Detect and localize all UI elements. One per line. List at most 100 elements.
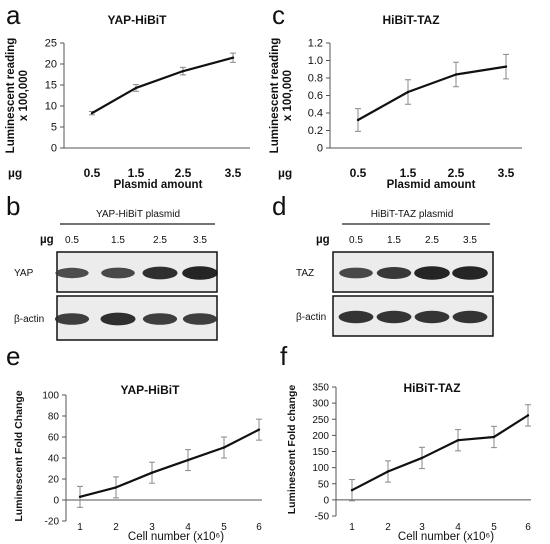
data-point [526,414,530,417]
western-blot-b: YAP-HiBiT plasmid µg 0.5 1.5 2.5 3.5 YAP β-acti… [14,209,218,341]
y-axis-label: Luminescent Fold change [286,385,298,515]
data-point [454,73,458,76]
y-tick-label: 1.2 [308,38,323,50]
x-tick-label: 3.5 [498,166,515,180]
y-tick-label: 0.4 [308,108,323,120]
blot-band [338,310,374,324]
blot-band [339,267,373,279]
blot-lane-label: 3.5 [463,235,477,246]
data-point [134,86,138,90]
panel-letter-d: d [272,191,287,221]
blot-row-label: TAZ [296,268,314,279]
data-point [222,446,226,449]
blot-band [452,266,488,280]
blot-band [376,267,412,279]
y-tick-label: 150 [312,447,329,458]
data-point [231,56,235,59]
x-unit-label: µg [8,166,22,180]
blot-band [414,310,450,324]
blot-lane-label: 0.5 [65,235,79,246]
data-point [420,456,424,460]
blot-row-label: YAP [14,268,34,279]
data-point [78,495,82,499]
blot-band [452,310,488,324]
y-tick-label: -20 [45,517,60,528]
blot-unit-label: µg [40,234,54,246]
x-tick-label: 2 [385,522,391,533]
x-tick-label: 4 [185,522,191,533]
x-tick-label: 1.5 [400,166,417,180]
data-point [150,471,154,474]
x-tick-label: 2.5 [448,166,465,180]
blot-band [55,267,89,279]
y-tick-label: 50 [318,479,330,490]
blot-band [142,313,178,325]
y-axis-label: Luminescent readingx 100,000 [5,38,30,154]
panel-letter-b: b [6,191,21,221]
x-axis-label: Plasmid amount [114,179,203,191]
blot-lane-label: 2.5 [425,235,439,246]
panel-letter-c: c [272,0,285,30]
data-point [386,470,390,473]
chart-title: HiBiT-TAZ [403,381,460,395]
x-tick-label: 4 [455,522,461,533]
y-tick-label: 25 [45,38,57,50]
panel-letter-f: f [280,341,288,371]
y-tick-label: 20 [45,59,57,71]
y-tick-label: 40 [48,454,60,465]
y-tick-label: 350 [312,383,329,394]
blot-lane-label: 1.5 [111,235,125,246]
y-axis-label: Luminescent readingx 100,000 [269,38,294,154]
x-tick-label: 1.5 [128,166,145,180]
y-tick-label: 5 [51,122,57,134]
y-tick-label: 200 [312,431,329,442]
data-point [114,486,118,489]
data-point [181,69,185,73]
y-tick-label: 1.0 [308,55,323,67]
y-tick-label: 100 [42,391,59,402]
data-point [186,458,190,462]
y-tick-label: 300 [312,399,329,410]
blot-band [54,313,90,325]
x-tick-label: 1 [349,522,355,533]
y-tick-label: 0.6 [308,90,323,102]
y-tick-label: 100 [312,463,329,474]
chart-title: HiBiT-TAZ [382,13,439,27]
y-axis-label: Luminescent Fold Change [13,390,25,521]
y-tick-label: 0 [317,143,323,155]
blot-band [100,312,136,326]
y-tick-label: 0 [53,496,59,507]
x-tick-label: 3.5 [225,166,242,180]
x-axis-label: Cell number (x10⁶) [398,531,494,543]
chart-title: YAP-HiBiT [108,13,168,27]
blot-lane-label: 0.5 [349,235,363,246]
x-tick-label: 3 [419,522,425,533]
x-unit-label: µg [278,166,292,180]
blot-band [182,266,218,280]
x-tick-label: 6 [256,522,262,533]
x-axis-label: Cell number (x10⁶) [128,531,224,543]
series-line [357,65,507,121]
x-axis-label: Plasmid amount [387,179,476,191]
x-tick-label: 2 [113,522,119,533]
data-point [350,489,354,492]
blot-lane-label: 3.5 [193,235,207,246]
blot-header: YAP-HiBiT plasmid [96,209,180,220]
blot-band [376,310,412,324]
blot-band [182,313,218,325]
blot-header: HiBiT-TAZ plasmid [371,209,454,220]
chart-f: HiBiT-TAZ -50 0 50 100 150 200 250 300 350 1 2 3 4 5 6 C… [286,381,531,543]
x-tick-label: 2.5 [175,166,192,180]
x-tick-label: 0.5 [84,166,101,180]
x-tick-label: 5 [491,522,497,533]
y-tick-label: -50 [315,512,330,523]
data-point [492,435,496,439]
y-tick-label: 0 [323,495,329,506]
panel-letter-a: a [6,0,21,30]
y-tick-label: 250 [312,415,329,426]
blot-band [101,267,135,279]
series-line [79,428,260,498]
data-point [90,111,94,115]
chart-e: YAP-HiBiT -20 0 20 40 60 80 100 1 2 3 4 5 6 Cell numbe… [13,383,262,543]
